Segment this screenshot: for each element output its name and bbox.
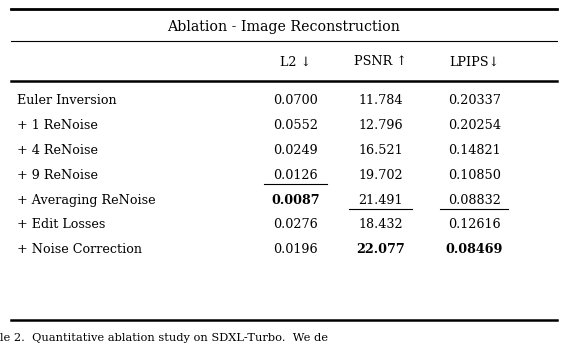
Text: PSNR ↑: PSNR ↑ (354, 56, 407, 68)
Text: + Edit Losses: + Edit Losses (17, 218, 106, 231)
Text: L2 ↓: L2 ↓ (280, 56, 311, 68)
Text: Ablation - Image Reconstruction: Ablation - Image Reconstruction (168, 19, 400, 34)
Text: + 9 ReNoise: + 9 ReNoise (17, 169, 98, 182)
Text: 0.08469: 0.08469 (445, 243, 503, 256)
Text: 22.077: 22.077 (356, 243, 405, 256)
Text: 0.0196: 0.0196 (273, 243, 318, 256)
Text: 0.0087: 0.0087 (271, 194, 320, 206)
Text: + Noise Correction: + Noise Correction (17, 243, 142, 256)
Text: le 2.  Quantitative ablation study on SDXL-Turbo.  We de: le 2. Quantitative ablation study on SDX… (0, 333, 328, 343)
Text: + Averaging ReNoise: + Averaging ReNoise (17, 194, 156, 206)
Text: 0.0126: 0.0126 (273, 169, 318, 182)
Text: 0.20337: 0.20337 (448, 95, 501, 107)
Text: 21.491: 21.491 (358, 194, 403, 206)
Text: 0.10850: 0.10850 (448, 169, 501, 182)
Text: LPIPS↓: LPIPS↓ (449, 56, 499, 68)
Text: 0.0700: 0.0700 (273, 95, 318, 107)
Text: 0.0276: 0.0276 (273, 218, 318, 231)
Text: 18.432: 18.432 (358, 218, 403, 231)
Text: 19.702: 19.702 (358, 169, 403, 182)
Text: 0.0249: 0.0249 (273, 144, 318, 157)
Text: 12.796: 12.796 (358, 119, 403, 132)
Text: 0.08832: 0.08832 (448, 194, 501, 206)
Text: 16.521: 16.521 (358, 144, 403, 157)
Text: + 4 ReNoise: + 4 ReNoise (17, 144, 98, 157)
Text: 0.12616: 0.12616 (448, 218, 500, 231)
Text: 0.0552: 0.0552 (273, 119, 318, 132)
Text: 11.784: 11.784 (358, 95, 403, 107)
Text: + 1 ReNoise: + 1 ReNoise (17, 119, 98, 132)
Text: Euler Inversion: Euler Inversion (17, 95, 116, 107)
Text: 0.14821: 0.14821 (448, 144, 500, 157)
Text: 0.20254: 0.20254 (448, 119, 501, 132)
